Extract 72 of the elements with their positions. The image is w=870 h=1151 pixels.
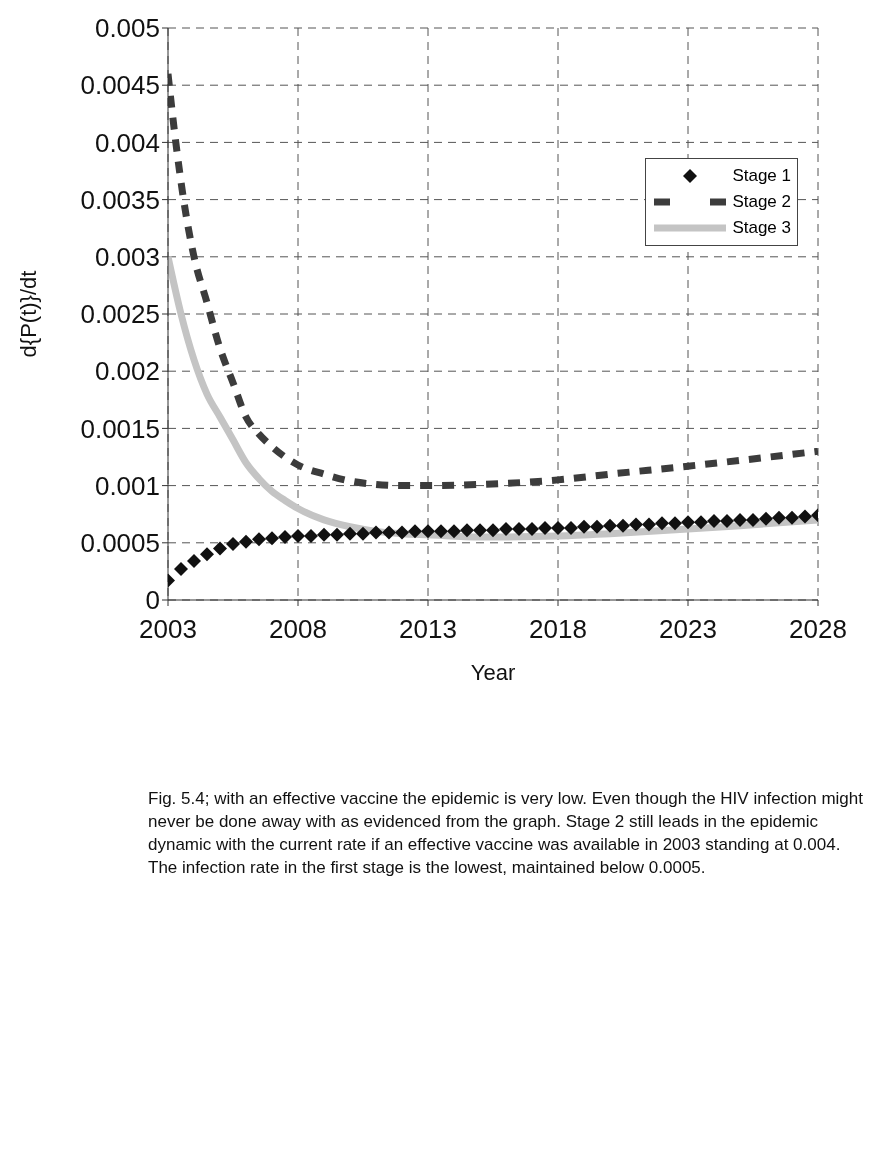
point <box>694 515 708 530</box>
y-tick-label: 0.0015 <box>80 413 160 444</box>
point <box>486 523 500 538</box>
point <box>408 524 422 539</box>
point <box>577 519 591 534</box>
x-tick-label: 2013 <box>399 614 457 645</box>
point <box>382 525 396 540</box>
point <box>265 531 279 546</box>
point <box>200 547 214 562</box>
point <box>278 530 292 545</box>
point <box>538 520 552 535</box>
legend-label: Stage 1 <box>732 166 791 186</box>
caption: Fig. 5.4; with an effective vaccine the epidemic is very low. Even though the HIV infection might never be done away with as evidenced from the graph. Stage 2 still leads in the epidemic dynamic with the current rate if an effective vaccine was available in 2003 standing at 0.004. The infection rate in the first stage is the lowest, maintained below 0.0005. <box>148 788 864 879</box>
y-axis-title: d{P(t)}/dt <box>15 270 41 358</box>
point <box>551 520 565 535</box>
point <box>226 536 240 551</box>
point <box>395 525 409 540</box>
y-tick-label: 0.005 <box>94 13 160 44</box>
x-tick-label: 2028 <box>789 614 847 645</box>
legend-label: Stage 3 <box>732 218 791 238</box>
x-tick-label: 2023 <box>659 614 717 645</box>
point <box>187 554 201 569</box>
point <box>642 517 656 532</box>
point <box>499 522 513 537</box>
point <box>317 527 331 542</box>
point <box>720 514 734 529</box>
point <box>798 509 812 524</box>
y-tick-label: 0.002 <box>94 356 160 387</box>
point <box>785 510 799 525</box>
point <box>590 519 604 534</box>
point <box>239 534 253 549</box>
x-axis-title: Year <box>470 660 516 685</box>
point <box>252 532 266 547</box>
x-tick-label: 2018 <box>529 614 587 645</box>
point <box>460 523 474 538</box>
point <box>733 512 747 527</box>
point <box>421 524 435 539</box>
point <box>304 528 318 543</box>
y-tick-label: 0.001 <box>94 470 160 501</box>
y-tick-label: 0.0005 <box>80 528 160 559</box>
x-tick-label: 2008 <box>269 614 327 645</box>
point <box>291 528 305 543</box>
point <box>772 510 786 525</box>
point <box>174 562 188 577</box>
legend-label: Stage 2 <box>732 192 791 212</box>
point <box>447 524 461 539</box>
y-tick-label: 0.0025 <box>80 299 160 330</box>
point <box>512 522 526 537</box>
point <box>356 526 370 541</box>
y-tick-label: 0.0035 <box>80 184 160 215</box>
y-tick-label: 0.004 <box>94 127 160 158</box>
point <box>759 511 773 526</box>
point <box>525 522 539 537</box>
point <box>330 527 344 542</box>
point <box>603 518 617 533</box>
point <box>343 526 357 541</box>
y-tick-label: 0 <box>145 585 160 616</box>
point <box>707 514 721 529</box>
point <box>213 541 227 556</box>
point <box>629 517 643 532</box>
point <box>746 512 760 527</box>
point <box>564 520 578 535</box>
point <box>434 524 448 539</box>
point <box>681 515 695 530</box>
point <box>369 525 383 540</box>
y-tick-label: 0.003 <box>94 242 160 273</box>
point <box>655 516 669 531</box>
point <box>668 516 682 531</box>
point <box>473 523 487 538</box>
y-tick-label: 0.0045 <box>80 70 160 101</box>
point <box>616 518 630 533</box>
x-tick-label: 2003 <box>139 614 197 645</box>
